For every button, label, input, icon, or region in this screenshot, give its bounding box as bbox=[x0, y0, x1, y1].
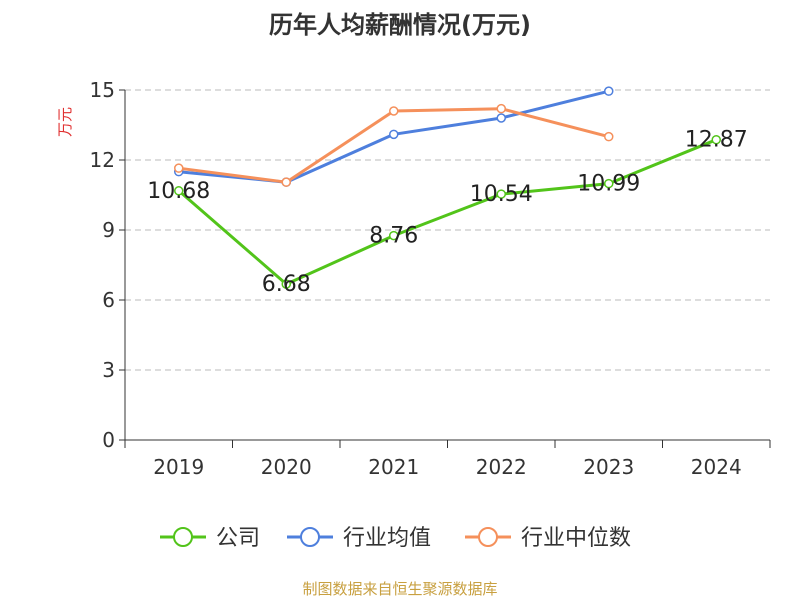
legend-label: 行业均值 bbox=[343, 526, 431, 551]
data-label: 6.68 bbox=[262, 272, 311, 297]
data-label: 10.54 bbox=[470, 182, 533, 207]
y-tick-label: 9 bbox=[102, 218, 115, 242]
y-tick-label: 15 bbox=[90, 78, 115, 102]
legend: 公司 行业均值 行业中位数 bbox=[160, 526, 631, 551]
data-point bbox=[496, 103, 506, 114]
legend-swatch-marker bbox=[173, 527, 193, 547]
data-point bbox=[174, 163, 184, 173]
data-point bbox=[174, 186, 184, 196]
legend-swatch-marker bbox=[478, 527, 498, 547]
series-line-0 bbox=[177, 138, 717, 286]
data-point bbox=[604, 131, 614, 142]
y-tick-label: 12 bbox=[90, 148, 115, 172]
data-point bbox=[281, 177, 291, 187]
series-line-2 bbox=[178, 107, 610, 184]
data-point bbox=[281, 279, 291, 289]
x-tick-label: 2020 bbox=[261, 455, 312, 479]
data-point bbox=[496, 189, 506, 199]
x-tick-label: 2019 bbox=[153, 455, 204, 479]
series-lines bbox=[174, 86, 721, 289]
chart-title: 历年人均薪酬情况(万元) bbox=[269, 11, 531, 39]
y-tick-label: 6 bbox=[102, 288, 115, 312]
data-point bbox=[389, 230, 399, 241]
data-label: 8.76 bbox=[369, 224, 418, 249]
data-point bbox=[711, 134, 721, 145]
y-axis-label: 万元 bbox=[56, 107, 74, 137]
data-point bbox=[604, 86, 614, 96]
axes: 0 3 6 9 12 15 2019 2020 2021 2022 2023 2024 bbox=[90, 78, 771, 479]
x-tick-label: 2022 bbox=[476, 455, 527, 479]
x-tick-label: 2021 bbox=[368, 455, 419, 479]
data-label: 12.87 bbox=[685, 128, 748, 153]
data-labels: 10.68 6.68 8.76 10.54 10.99 12.87 bbox=[147, 128, 747, 297]
data-point bbox=[389, 106, 399, 116]
data-point bbox=[604, 178, 614, 189]
x-tick-label: 2023 bbox=[583, 455, 634, 479]
data-point bbox=[496, 113, 506, 123]
y-tick-label: 3 bbox=[102, 358, 115, 382]
x-tick-label: 2024 bbox=[691, 455, 742, 479]
y-tick-label: 0 bbox=[102, 428, 115, 452]
data-point bbox=[389, 129, 399, 140]
data-label: 10.99 bbox=[577, 172, 640, 197]
grid-lines bbox=[125, 89, 770, 371]
legend-label: 公司 bbox=[216, 526, 260, 551]
legend-label: 行业中位数 bbox=[521, 526, 631, 551]
data-label: 10.68 bbox=[147, 179, 210, 204]
legend-swatch-marker bbox=[300, 527, 320, 547]
footer-source-text: 制图数据来自恒生聚源数据库 bbox=[302, 580, 497, 598]
